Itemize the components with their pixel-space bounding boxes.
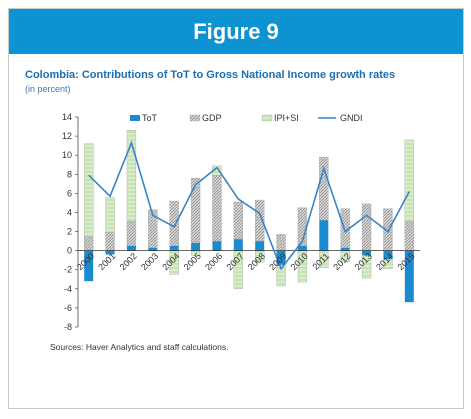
legend-tot-swatch: [130, 115, 140, 121]
bar-tot: [84, 250, 94, 282]
y-tick-label: 10: [62, 150, 72, 160]
bar-tot: [105, 250, 115, 255]
bar-ipi-si: [105, 197, 115, 233]
bar-tot: [319, 220, 329, 251]
y-tick-label: 4: [67, 207, 72, 217]
bar-tot: [126, 245, 136, 251]
bar-ipi-si: [126, 130, 137, 222]
legend-gdp-swatch: [189, 114, 201, 122]
bar-gdp: [126, 220, 137, 247]
y-tick-label: 6: [67, 188, 72, 198]
y-tick-label: 2: [67, 227, 72, 237]
chart-subtitle: (in percent): [25, 84, 71, 94]
source-note: Sources: Haver Analytics and staff calcu…: [50, 342, 229, 352]
bar-gdp: [212, 175, 222, 242]
bar-tot: [276, 250, 286, 265]
bar-ipi-si: [84, 143, 94, 237]
bar-tot: [212, 241, 222, 251]
bar-tot: [169, 245, 179, 251]
bar-tot: [191, 243, 201, 251]
bar-gdp: [105, 232, 115, 251]
x-tick-label: 2002: [118, 251, 139, 272]
bar-gdp: [84, 236, 94, 251]
bar-gdp: [361, 203, 372, 251]
y-tick-label: 12: [62, 131, 72, 141]
bar-tot: [362, 250, 372, 256]
bar-gdp: [255, 199, 265, 242]
y-tick-label: -8: [64, 322, 72, 332]
bar-ipi-si: [276, 264, 286, 287]
bar-gdp: [190, 177, 201, 244]
bar-tot: [255, 241, 265, 251]
y-tick-label: 8: [67, 169, 72, 179]
legend-gndi-label: GNDI: [340, 113, 363, 123]
y-tick-label: 0: [67, 246, 72, 256]
bar-gdp: [233, 201, 243, 240]
legend-tot-label: ToT: [142, 113, 158, 123]
bar-tot: [297, 245, 307, 251]
bar-ipi-si: [383, 259, 393, 269]
bar-tot: [404, 250, 414, 303]
bar-gdp: [276, 234, 286, 251]
figure-banner: Figure 9: [9, 9, 463, 54]
bar-gdp: [404, 220, 414, 251]
bar-gdp: [169, 200, 179, 247]
bar-gdp: [319, 156, 329, 221]
x-tick-label: 2003: [139, 251, 160, 272]
line-gndi: [88, 140, 411, 271]
bar-tot: [233, 239, 243, 251]
bar-tot: [148, 247, 158, 251]
bar-tot: [340, 247, 350, 251]
bar-ipi-si: [404, 139, 414, 222]
bar-gdp: [148, 209, 158, 248]
y-tick-label: 14: [62, 112, 72, 122]
legend-ipi-si-swatch: [261, 114, 273, 122]
chart-title: Colombia: Contributions of ToT to Gross …: [25, 69, 396, 81]
y-tick-label: -4: [64, 284, 72, 294]
bar-ipi-si: [361, 255, 372, 279]
x-tick-label: 2006: [203, 251, 224, 272]
legend-ipi-si-label: IPI+SI: [274, 113, 299, 123]
legend-gdp-label: GDP: [202, 113, 222, 123]
y-tick-label: -6: [64, 303, 72, 313]
bar-tot: [383, 250, 393, 260]
y-tick-label: -2: [64, 265, 72, 275]
